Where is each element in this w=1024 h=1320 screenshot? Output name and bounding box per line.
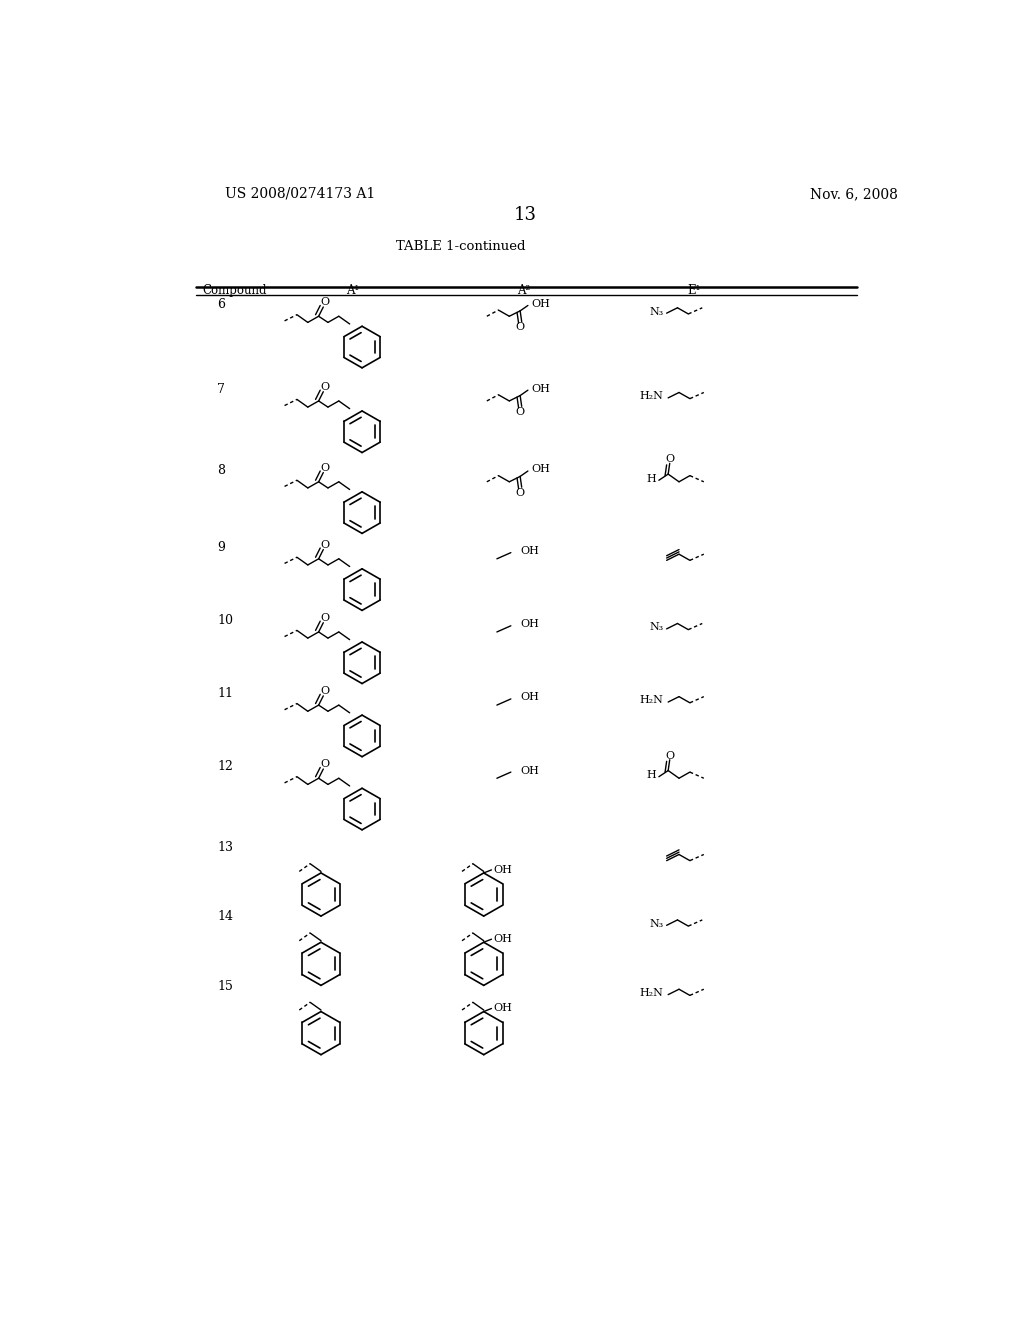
Text: O: O xyxy=(321,612,330,623)
Text: N₃: N₃ xyxy=(649,622,664,632)
Text: O: O xyxy=(321,297,330,308)
Text: H: H xyxy=(646,474,655,483)
Text: 10: 10 xyxy=(217,614,233,627)
Text: 14: 14 xyxy=(217,911,233,924)
Text: OH: OH xyxy=(493,1003,512,1014)
Text: 11: 11 xyxy=(217,686,233,700)
Text: OH: OH xyxy=(531,384,550,393)
Text: O: O xyxy=(321,463,330,473)
Text: A²: A² xyxy=(517,284,529,297)
Text: A¹: A¹ xyxy=(346,284,359,297)
Text: OH: OH xyxy=(531,465,550,474)
Text: OH: OH xyxy=(520,619,539,630)
Text: 9: 9 xyxy=(217,541,225,554)
Text: O: O xyxy=(516,487,524,498)
Text: OH: OH xyxy=(493,935,512,944)
Text: H: H xyxy=(646,770,655,780)
Text: O: O xyxy=(516,407,524,417)
Text: US 2008/0274173 A1: US 2008/0274173 A1 xyxy=(225,187,375,201)
Text: H₂N: H₂N xyxy=(640,391,664,401)
Text: O: O xyxy=(516,322,524,333)
Text: 15: 15 xyxy=(217,979,233,993)
Text: E¹: E¹ xyxy=(687,284,700,297)
Text: OH: OH xyxy=(520,766,539,776)
Text: 7: 7 xyxy=(217,383,225,396)
Text: Nov. 6, 2008: Nov. 6, 2008 xyxy=(810,187,898,201)
Text: TABLE 1-continued: TABLE 1-continued xyxy=(396,240,526,253)
Text: O: O xyxy=(321,381,330,392)
Text: OH: OH xyxy=(531,298,550,309)
Text: OH: OH xyxy=(493,865,512,875)
Text: 13: 13 xyxy=(513,206,537,224)
Text: 12: 12 xyxy=(217,760,233,774)
Text: Compound: Compound xyxy=(203,284,267,297)
Text: O: O xyxy=(666,751,674,760)
Text: N₃: N₃ xyxy=(649,919,664,929)
Text: O: O xyxy=(321,759,330,770)
Text: O: O xyxy=(321,686,330,696)
Text: OH: OH xyxy=(520,693,539,702)
Text: OH: OH xyxy=(520,546,539,556)
Text: H₂N: H₂N xyxy=(640,696,664,705)
Text: 6: 6 xyxy=(217,298,225,312)
Text: O: O xyxy=(666,454,674,465)
Text: 8: 8 xyxy=(217,463,225,477)
Text: O: O xyxy=(321,540,330,550)
Text: H₂N: H₂N xyxy=(640,989,664,998)
Text: N₃: N₃ xyxy=(649,306,664,317)
Text: 13: 13 xyxy=(217,841,233,854)
